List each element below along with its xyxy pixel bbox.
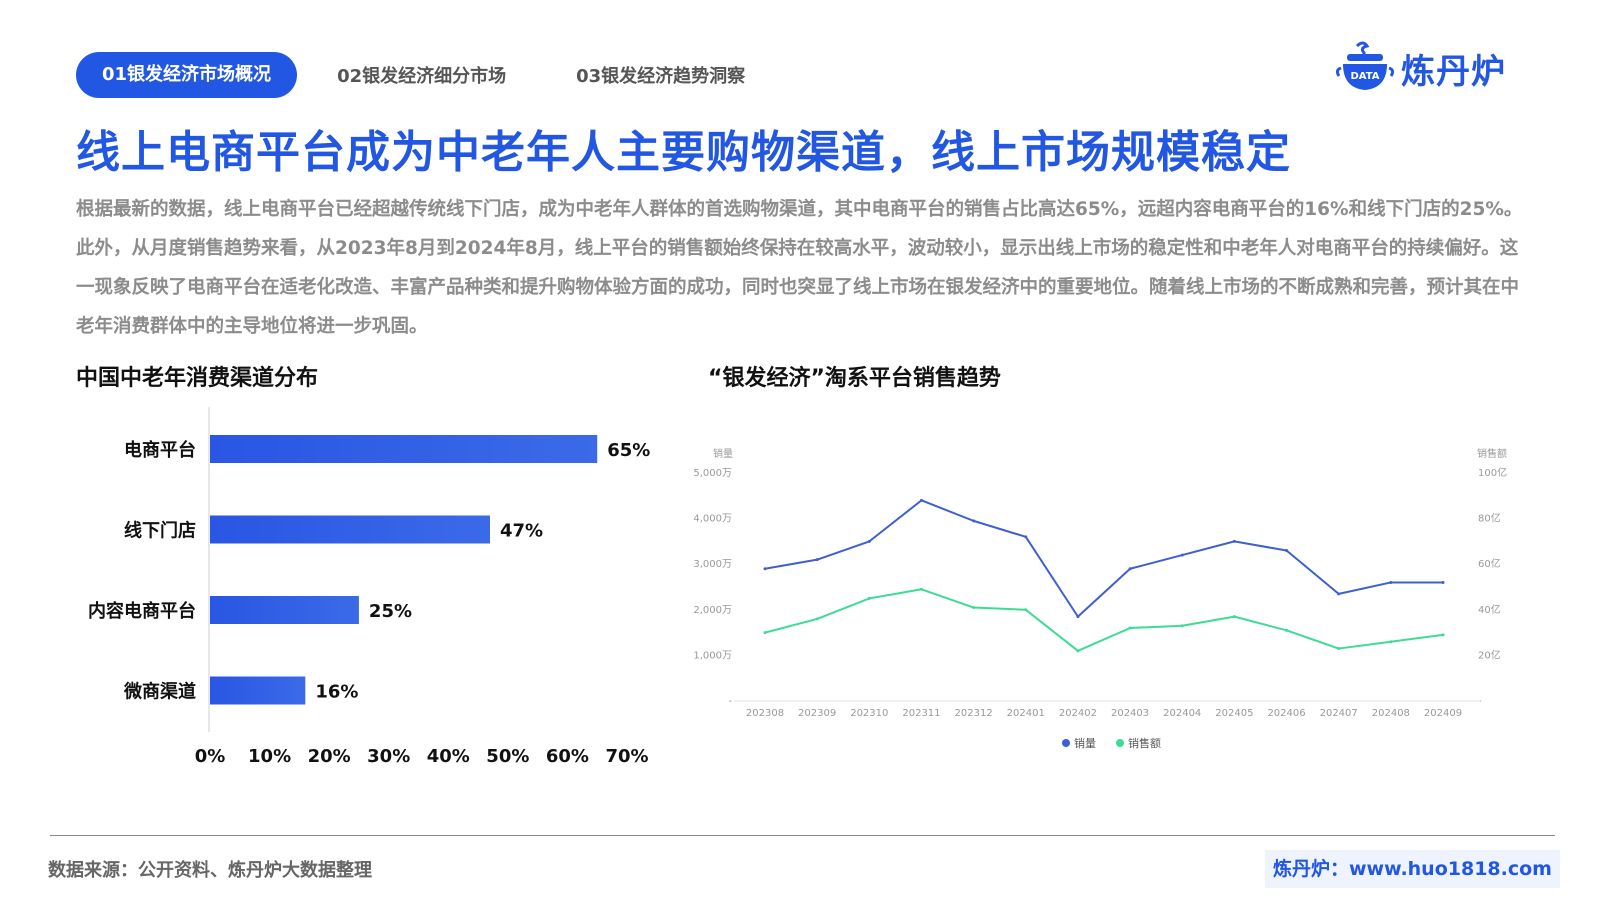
bar-category-label: 微商渠道	[123, 681, 196, 703]
series-point	[815, 617, 819, 621]
series-point	[972, 606, 976, 610]
left-tick-label: -	[728, 696, 732, 707]
x-tick-label: 202405	[1215, 708, 1253, 719]
series-point	[972, 519, 976, 523]
series-point	[1180, 553, 1184, 557]
x-tick-label: 202308	[746, 708, 784, 719]
left-tick-label: 3,000万	[693, 559, 732, 570]
legend-label: 销售额	[1128, 736, 1161, 750]
legend-marker	[1116, 739, 1124, 747]
series-point	[1285, 549, 1289, 553]
series-point	[867, 596, 871, 600]
sales-trend-line-chart: 销量销售额--1,000万20亿2,000万40亿3,000万60亿4,000万…	[693, 447, 1507, 750]
bar	[210, 596, 359, 624]
x-tick-label: 202406	[1267, 708, 1305, 719]
series-point	[919, 498, 923, 502]
x-tick-label: 40%	[427, 746, 470, 767]
x-tick-label: 202407	[1320, 708, 1358, 719]
x-tick-label: 30%	[367, 746, 410, 767]
x-tick-label: 0%	[195, 746, 226, 767]
series-point	[1128, 567, 1132, 571]
series-point	[1337, 647, 1341, 651]
bar	[210, 515, 490, 544]
x-tick-label: 202311	[902, 708, 940, 719]
tab-trend-insight[interactable]: 03银发经济趋势洞察	[576, 66, 746, 87]
bar-chart-title: 中国中老年消费渠道分布	[76, 366, 319, 391]
x-tick-label: 202312	[955, 708, 993, 719]
right-tick-label: 80亿	[1478, 512, 1501, 525]
series-line	[764, 499, 1443, 618]
section-tabs: 01银发经济市场概况 02银发经济细分市场 03银发经济趋势洞察	[76, 52, 815, 98]
x-tick-label: 202309	[798, 708, 836, 719]
bar-category-label: 电商平台	[124, 439, 196, 461]
left-tick-label: 2,000万	[693, 605, 732, 616]
left-tick-label: 5,000万	[693, 468, 732, 479]
series-point	[867, 539, 871, 543]
series-line	[764, 588, 1444, 652]
description-text: 根据最新的数据，线上电商平台已经超越传统线下门店，成为中老年人群体的首选购物渠道…	[76, 199, 1523, 337]
series-point	[1024, 535, 1028, 539]
series-point	[1441, 633, 1445, 637]
right-tick-label: 60亿	[1478, 557, 1501, 570]
bar-value-label: 16%	[315, 682, 358, 703]
series-point	[1337, 592, 1341, 596]
bar	[210, 676, 306, 705]
series-point	[1285, 628, 1289, 632]
tab-segment-market[interactable]: 02银发经济细分市场	[337, 66, 507, 87]
right-tick-label: 20亿	[1478, 648, 1501, 661]
x-tick-label: 10%	[248, 746, 291, 767]
tab-market-overview[interactable]: 01银发经济市场概况	[76, 52, 298, 98]
left-tick-label: 1,000万	[693, 650, 732, 661]
footer-divider	[50, 835, 1555, 836]
series-point	[1024, 608, 1028, 612]
right-axis-title: 销售额	[1477, 447, 1507, 460]
logo-badge-text: DATA	[1350, 71, 1379, 82]
bar-value-label: 47%	[500, 521, 543, 542]
bar-category-label: 内容电商平台	[88, 600, 196, 622]
cauldron-icon: DATA	[1335, 41, 1395, 90]
x-tick-label: 20%	[308, 746, 351, 767]
bar	[210, 435, 598, 463]
series-point	[1389, 640, 1393, 644]
x-tick-label: 70%	[605, 746, 648, 767]
legend-marker	[1062, 739, 1070, 747]
bar-value-label: 25%	[369, 601, 412, 622]
legend-label: 销量	[1074, 736, 1096, 750]
website-link[interactable]: 炼丹炉：www.huo1818.com	[1265, 850, 1560, 888]
series-point	[919, 587, 923, 591]
x-tick-label: 50%	[486, 746, 529, 767]
bar-category-label: 线下门店	[124, 520, 196, 542]
series-point	[763, 567, 767, 571]
series-point	[1180, 624, 1184, 628]
brand-logo: DATA 炼丹炉	[1335, 40, 1506, 96]
series-point	[1076, 615, 1080, 619]
series-point	[1232, 615, 1236, 619]
left-axis-title: 销量	[713, 447, 733, 460]
series-point	[815, 558, 819, 562]
channel-distribution-bar-chart: 电商平台 65% 线下门店 47% 内容电商平台 25% 微商渠道 16% 0% 10% 20% 30…	[88, 407, 650, 767]
x-tick-label: 202403	[1111, 708, 1149, 719]
bar-value-label: 65%	[607, 440, 650, 461]
data-source: 数据来源：公开资料、炼丹炉大数据整理	[48, 860, 372, 881]
line-chart-title: “银发经济”淘系平台销售趋势	[708, 366, 1001, 391]
series-point	[1389, 580, 1393, 584]
x-tick-label: 202404	[1163, 708, 1201, 719]
series-point	[1076, 649, 1080, 653]
x-tick-label: 202310	[850, 708, 888, 719]
series-point	[763, 631, 767, 635]
series-point	[1441, 580, 1445, 584]
logo-text: 炼丹炉	[1401, 51, 1506, 92]
series-point	[1232, 539, 1236, 543]
x-tick-label: 202408	[1372, 708, 1410, 719]
right-tick-label: 40亿	[1478, 603, 1501, 616]
series-point	[1128, 626, 1132, 630]
page-title: 线上电商平台成为中老年人主要购物渠道，线上市场规模稳定	[76, 127, 1291, 178]
right-tick-label: 100亿	[1478, 466, 1507, 479]
x-tick-label: 202401	[1007, 708, 1045, 719]
x-tick-label: 60%	[546, 746, 589, 767]
x-tick-label: 202409	[1424, 708, 1462, 719]
left-tick-label: 4,000万	[693, 514, 732, 525]
x-tick-label: 202402	[1059, 708, 1097, 719]
